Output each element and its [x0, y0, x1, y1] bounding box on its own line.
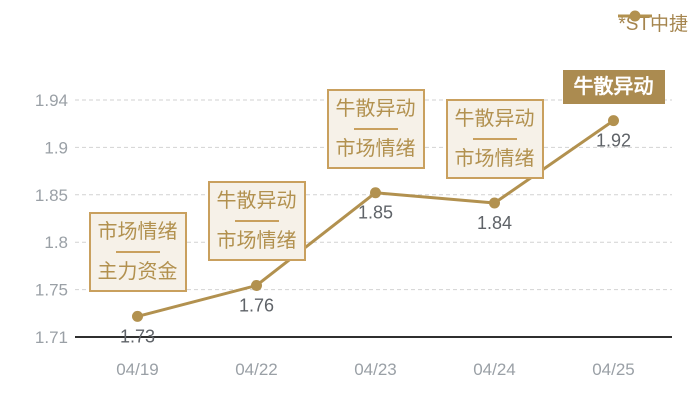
- annotation-label: 市场情绪: [454, 148, 535, 171]
- legend-line-dot-icon: [618, 10, 653, 22]
- annotation-label: 市场情绪: [97, 221, 178, 244]
- annotation-label: 牛散异动: [454, 108, 535, 131]
- data-point-value-label: 1.73: [120, 326, 155, 346]
- y-axis-tick-label: 1.85: [35, 186, 68, 205]
- annotation-label: 牛散异动: [573, 75, 654, 98]
- annotation-label: 市场情绪: [216, 230, 297, 253]
- x-axis-tick-label: 04/24: [473, 360, 516, 379]
- y-axis-tick-label: 1.94: [35, 91, 68, 110]
- data-point-dot: [370, 187, 381, 199]
- data-point-value-label: 1.92: [596, 131, 631, 151]
- data-point-dot: [251, 279, 262, 291]
- y-axis-tick-label: 1.8: [44, 233, 68, 252]
- legend-item[interactable]: *ST中捷: [618, 9, 688, 36]
- x-axis-tick-label: 04/23: [354, 360, 397, 379]
- annotation-divider: [472, 138, 517, 141]
- data-point-dot: [132, 310, 143, 322]
- annotation-divider: [115, 251, 160, 254]
- annotation-badge: 市场情绪 主力资金: [88, 212, 187, 293]
- data-point-value-label: 1.84: [477, 213, 512, 233]
- annotation-label: 主力资金: [97, 261, 178, 284]
- annotation-divider: [234, 220, 279, 223]
- annotation-badge: 牛散异动 市场情绪: [207, 181, 306, 262]
- x-axis-tick-label: 04/25: [592, 360, 635, 379]
- annotation-label: 牛散异动: [335, 97, 416, 120]
- x-axis-tick-label: 04/22: [235, 360, 278, 379]
- annotation-label: 牛散异动: [216, 190, 297, 213]
- annotation-label: 市场情绪: [335, 137, 416, 160]
- y-axis-tick-label: 1.9: [44, 138, 68, 157]
- annotation-badge: 牛散异动 市场情绪: [445, 99, 544, 180]
- data-point-dot: [608, 115, 619, 127]
- x-axis-tick-label: 04/19: [116, 360, 159, 379]
- annotation-badge-highlighted: 牛散异动: [562, 69, 665, 104]
- annotation-badge: 牛散异动 市场情绪: [326, 88, 425, 169]
- data-point-value-label: 1.85: [358, 203, 393, 223]
- data-point-dot: [489, 197, 500, 209]
- y-axis-tick-label: 1.75: [35, 281, 68, 300]
- y-axis-tick-label: 1.71: [35, 328, 68, 347]
- data-point-value-label: 1.76: [239, 295, 274, 315]
- annotation-divider: [353, 127, 398, 130]
